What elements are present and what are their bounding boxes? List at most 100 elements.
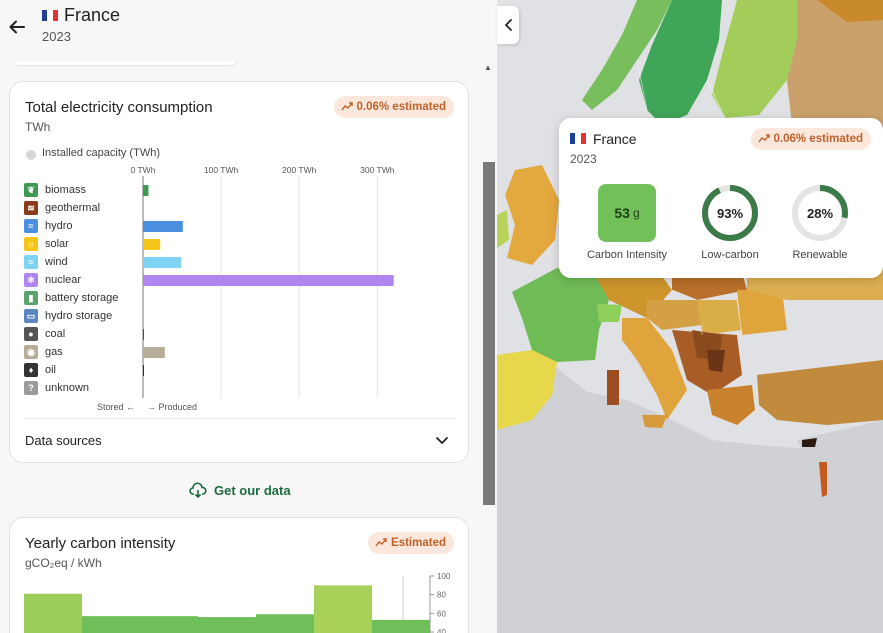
italy-region [622,318,687,420]
cloud-download-icon [189,482,207,498]
source-label: biomass [45,184,86,196]
source-row-wind: ≈ wind [24,254,68,270]
carbon-intensity-label: Carbon Intensity [586,249,668,261]
source-label: geothermal [45,202,101,214]
sardinia-region [607,370,619,405]
data-sources-label[interactable]: Data sources [25,433,102,448]
renewable-ring: 28% [791,184,849,242]
card-title: Total electricity consumption [25,99,213,116]
source-label: nuclear [45,274,82,286]
low-carbon-ring: 93% [701,184,759,242]
ireland-region [497,210,509,248]
map-view[interactable] [497,0,883,633]
turkey-region [757,360,883,425]
installed-capacity-toggle[interactable] [26,150,36,160]
sicily-region [642,415,667,428]
yearly-estimated-badge[interactable]: Estimated [368,532,454,554]
source-label: coal [45,328,66,340]
yearly-carbon-card: Yearly carbon intensity gCO₂eq / kWh Est… [9,517,469,633]
gas-icon: ◉ [24,345,38,359]
carbon-intensity-box: 53 g [598,184,656,242]
back-arrow-icon[interactable] [6,16,28,38]
source-row-geothermal: ≋ geothermal [24,200,100,216]
yearly-card-title: Yearly carbon intensity [25,535,176,552]
source-row-solar: ☼ solar [24,236,69,252]
scrollbar-thumb[interactable] [483,162,495,505]
source-row-unknown: ? unknown [24,380,89,396]
bar-coal [143,329,144,340]
france-flag-icon [42,10,58,21]
water-icon: ≈ [24,219,38,233]
yearly-bar [24,593,82,633]
renewable-value: 28% [806,205,834,221]
black-sea [787,315,872,355]
yearly-bar [198,617,256,633]
source-label: hydro [45,220,73,232]
estimate-trend-icon [375,538,387,547]
source-row-hydro: ≈ hydro [24,218,73,234]
source-row-hydro-storage: ▭ hydro storage [24,308,112,324]
chevron-down-icon[interactable] [434,432,450,448]
norway-region [582,0,672,110]
source-row-nuclear: ⚛ nuclear [24,272,81,288]
estimated-badge[interactable]: 0.06% estimated [333,96,454,118]
wind-icon: ≈ [24,255,38,269]
uk-region [505,165,559,265]
france-flag-icon [570,133,586,144]
divider [25,418,455,419]
source-label: unknown [45,382,90,394]
tooltip-country: France [593,131,637,147]
middle-east-land [797,420,883,633]
source-row-oil: ♦ oil [24,362,56,378]
year-label: 2023 [42,29,71,44]
bar-oil [143,365,144,376]
get-our-data-link[interactable]: Get our data [189,480,291,500]
africa-land [497,368,883,633]
yearly-bar [372,619,430,633]
x-tick-label: 0 TWh [131,165,156,175]
europe-map[interactable] [497,0,883,633]
russia-top [817,0,883,22]
x-tick-label: 100 TWh [204,165,239,175]
y-tick-label: 80 [437,591,446,600]
estimate-trend-icon [340,102,353,111]
bar-nuclear [143,275,394,286]
card-unit: TWh [25,120,51,134]
source-label: wind [45,256,68,268]
scroll-up-icon[interactable]: ▲ [484,63,492,72]
spain-region [497,350,557,430]
yearly-bar [314,585,372,633]
source-row-biomass: ❦ biomass [24,182,86,198]
produced-label: → Produced [147,402,197,412]
low-carbon-value: 93% [716,205,744,221]
collapse-panel-button[interactable] [497,6,519,44]
hungary-region [697,300,742,335]
source-label: gas [45,346,63,358]
country-panel: France 2023 ▲ Total electricity consumpt… [6,5,495,633]
carbon-intensity-value: 53 [614,205,630,221]
yearly-bar [140,616,198,633]
installed-capacity-label: Installed capacity (TWh) [42,147,160,159]
bar-gas [143,347,165,358]
x-tick-label: 300 TWh [360,165,395,175]
balkans-region [672,330,742,395]
tooltip-badge-label: 0.06% estimated [773,133,864,145]
cyprus-region [802,438,817,447]
estimated-badge-label: 0.06% estimated [356,101,447,113]
y-tick-label: 100 [437,572,451,581]
bar-biomass [143,185,149,196]
sun-icon: ☼ [24,237,38,251]
low-carbon-label: Low-carbon [701,249,759,261]
atom-icon: ⚛ [24,273,38,287]
russia-north [787,0,883,140]
question-icon: ? [24,381,38,395]
yearly-carbon-chart: 100 80 60 40 [24,572,451,633]
geothermal-icon: ≋ [24,201,38,215]
bar-solar [143,239,161,250]
czech-austria-region [647,300,702,330]
battery-icon: ▮ [24,291,38,305]
bar-wind [143,257,182,268]
estimate-trend-icon [757,134,770,143]
y-tick-label: 60 [437,609,446,618]
france-region [512,268,609,362]
